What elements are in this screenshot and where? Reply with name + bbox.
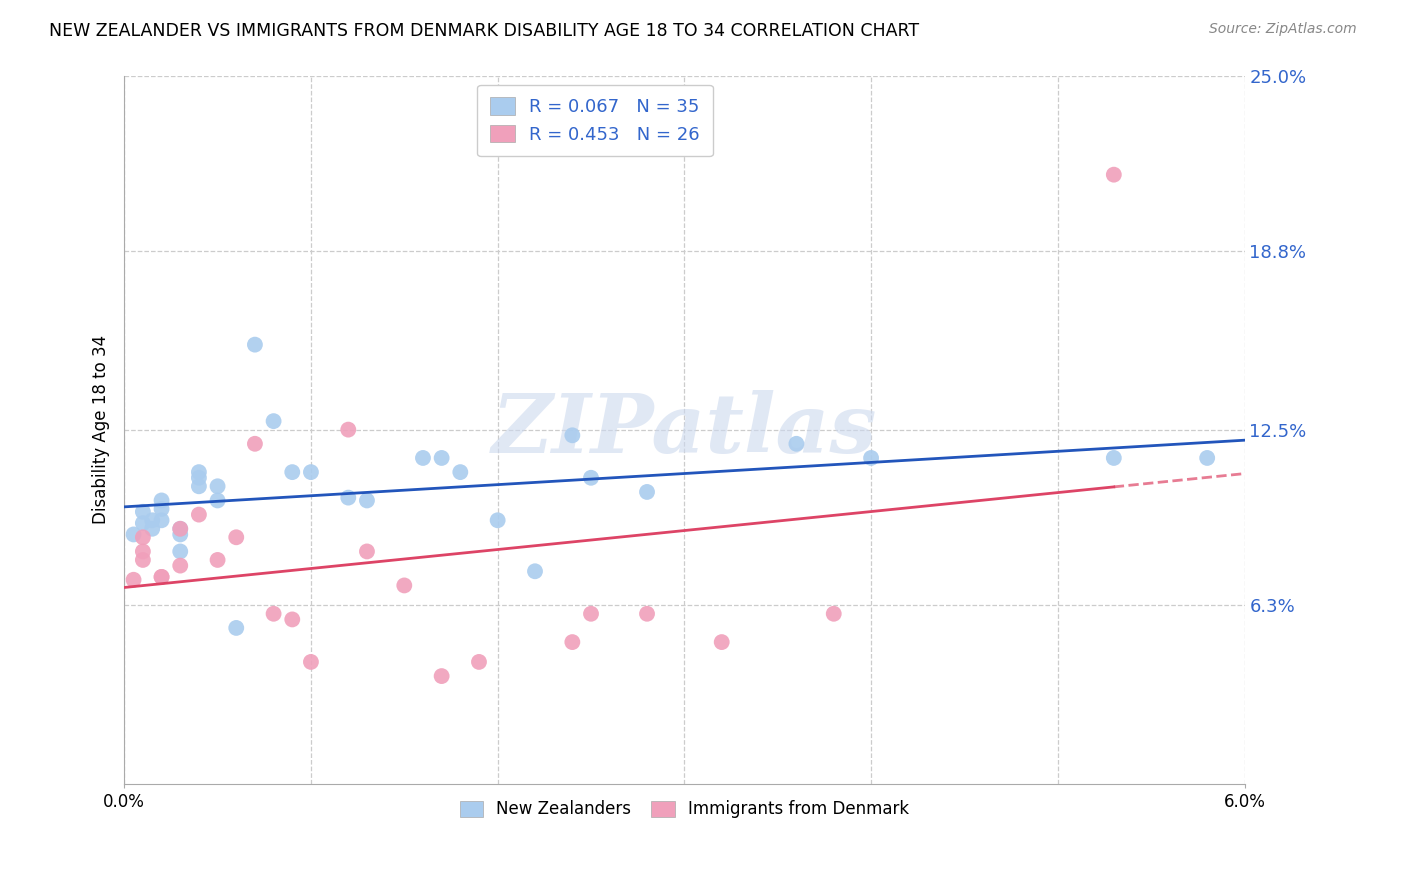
Legend: New Zealanders, Immigrants from Denmark: New Zealanders, Immigrants from Denmark: [453, 794, 915, 825]
Point: [243, 437, 266, 451]
Point: [122, 573, 145, 587]
Point: [710, 635, 733, 649]
Point: [263, 414, 285, 428]
Point: [132, 544, 155, 558]
Point: [823, 607, 845, 621]
Point: [430, 450, 453, 465]
Point: [263, 607, 285, 621]
Point: [225, 621, 247, 635]
Point: [356, 493, 378, 508]
Point: [1197, 450, 1219, 465]
Point: [243, 337, 266, 351]
Point: [430, 669, 453, 683]
Point: [1102, 450, 1125, 465]
Point: [486, 513, 509, 527]
Point: [122, 527, 145, 541]
Point: [132, 553, 155, 567]
Point: [150, 513, 173, 527]
Point: [449, 465, 471, 479]
Point: [132, 505, 155, 519]
Point: [636, 485, 658, 500]
Point: [207, 553, 229, 567]
Point: [207, 479, 229, 493]
Point: [356, 544, 378, 558]
Point: [337, 423, 360, 437]
Point: [132, 516, 155, 530]
Y-axis label: Disability Age 18 to 34: Disability Age 18 to 34: [93, 335, 110, 524]
Text: NEW ZEALANDER VS IMMIGRANTS FROM DENMARK DISABILITY AGE 18 TO 34 CORRELATION CHA: NEW ZEALANDER VS IMMIGRANTS FROM DENMARK…: [49, 22, 920, 40]
Point: [636, 607, 658, 621]
Point: [860, 450, 883, 465]
Point: [169, 522, 191, 536]
Point: [281, 612, 304, 626]
Point: [169, 558, 191, 573]
Point: [579, 471, 602, 485]
Point: [561, 635, 583, 649]
Point: [150, 570, 173, 584]
Point: [169, 527, 191, 541]
Point: [524, 564, 547, 578]
Point: [187, 479, 209, 493]
Text: Source: ZipAtlas.com: Source: ZipAtlas.com: [1209, 22, 1357, 37]
Point: [150, 570, 173, 584]
Point: [394, 578, 416, 592]
Point: [785, 437, 807, 451]
Point: [207, 493, 229, 508]
Point: [150, 493, 173, 508]
Point: [579, 607, 602, 621]
Point: [299, 465, 322, 479]
Point: [281, 465, 304, 479]
Point: [150, 502, 173, 516]
Point: [1102, 168, 1125, 182]
Point: [468, 655, 491, 669]
Point: [132, 530, 155, 544]
Point: [187, 471, 209, 485]
Point: [412, 450, 434, 465]
Point: [169, 522, 191, 536]
Point: [299, 655, 322, 669]
Point: [187, 508, 209, 522]
Point: [169, 544, 191, 558]
Point: [337, 491, 360, 505]
Point: [187, 465, 209, 479]
Text: ZIPatlas: ZIPatlas: [492, 390, 877, 469]
Point: [141, 522, 163, 536]
Point: [225, 530, 247, 544]
Point: [561, 428, 583, 442]
Point: [141, 513, 163, 527]
